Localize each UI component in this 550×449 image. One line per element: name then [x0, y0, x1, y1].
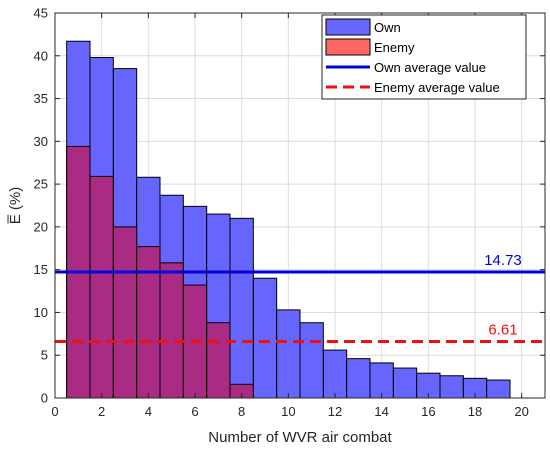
- x-tick-label: 14: [374, 404, 388, 419]
- bar-own: [392, 367, 418, 399]
- y-tick-label: 45: [34, 6, 48, 21]
- bar-enemy: [136, 246, 161, 399]
- x-tick-label: 18: [468, 404, 482, 419]
- y-tick-label: 30: [34, 134, 48, 149]
- x-tick-label: 8: [238, 404, 245, 419]
- bar-own: [322, 349, 348, 399]
- x-tick-label: 16: [421, 404, 435, 419]
- bar-own: [439, 375, 464, 399]
- legend-swatch-own: [325, 18, 371, 36]
- legend-label-enemy: Enemy: [374, 40, 415, 55]
- y-tick-label: 10: [34, 305, 48, 320]
- bar-own: [229, 217, 254, 399]
- bars: [66, 40, 511, 399]
- x-tick-label: 0: [51, 404, 58, 419]
- legend: Own Enemy Own average value Enemy average v…: [321, 14, 527, 100]
- bar-own: [346, 358, 371, 399]
- legend-label-own: Own: [374, 20, 401, 35]
- bar-enemy: [159, 262, 184, 399]
- reference-lines: 14.73 6.61: [55, 252, 545, 343]
- x-tick-label: 6: [191, 404, 198, 419]
- y-axis-label: E̅ (%): [7, 187, 24, 225]
- legend-swatch-enemy: [325, 38, 371, 56]
- y-tick-label: 25: [34, 177, 48, 192]
- x-tick-label: 4: [145, 404, 152, 419]
- bar-own: [486, 379, 511, 399]
- ref-label-own-average-value: 14.73: [484, 252, 522, 269]
- y-tick-label: 20: [34, 219, 48, 234]
- x-tick-label: 2: [98, 404, 105, 419]
- y-tick-label: 0: [41, 391, 48, 406]
- bar-enemy: [89, 175, 114, 399]
- ref-label-enemy-average-value: 6.61: [488, 321, 517, 338]
- legend-label-enemy-average-value: Enemy average value: [374, 80, 500, 95]
- y-tick-label: 5: [41, 348, 48, 363]
- legend-label-own-average-value: Own average value: [374, 60, 486, 75]
- bar-own: [369, 362, 394, 399]
- y-tick-label: 40: [34, 48, 48, 63]
- plot-frame: [54, 12, 546, 399]
- x-axis-label: Number of WVR air combat: [208, 429, 392, 446]
- x-tick-label: 10: [281, 404, 295, 419]
- x-tick-label: 20: [514, 404, 528, 419]
- x-tick-label: 12: [328, 404, 342, 419]
- bar-own: [252, 277, 278, 399]
- bar-own: [299, 322, 324, 399]
- y-tick-label: 15: [34, 262, 48, 277]
- y-tick-label: 35: [34, 91, 48, 106]
- bar-enemy: [112, 226, 138, 399]
- axis-ticks: 0 2 4 6 8 10 12 14 16 18 20 0 5 10 15 20 25 30 35 40 45: [34, 6, 545, 419]
- bar-own: [276, 309, 301, 399]
- bar-enemy: [206, 322, 231, 399]
